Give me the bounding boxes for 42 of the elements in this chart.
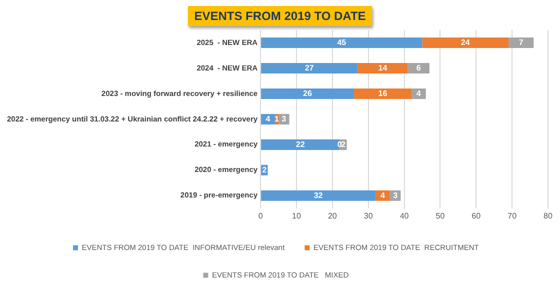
bar (422, 37, 508, 48)
data-label: 32 (314, 190, 324, 200)
chart-title: EVENTS FROM 2019 TO DATE (188, 6, 372, 26)
data-label: 24 (460, 38, 470, 47)
data-label: 14 (378, 63, 388, 72)
x-tick-label: 20 (328, 211, 338, 220)
x-tick-label: 40 (400, 211, 410, 220)
data-label: 26 (303, 88, 313, 98)
data-label: 27 (304, 63, 314, 72)
data-label: 0 (337, 140, 342, 149)
bar (261, 62, 358, 74)
bar (408, 62, 430, 74)
bar (261, 37, 422, 48)
bar (411, 88, 426, 99)
bar (358, 62, 408, 74)
data-label: 3 (282, 114, 287, 124)
bar (508, 37, 534, 48)
bar (261, 88, 354, 99)
x-tick-label: 0 (258, 211, 264, 220)
data-label: 22 (296, 140, 306, 149)
data-label: 4 (416, 88, 422, 98)
data-label: 4 (380, 190, 386, 200)
data-label: 16 (378, 88, 388, 98)
x-tick-label: 70 (508, 211, 518, 220)
data-label: 3 (393, 190, 398, 200)
data-label: 7 (518, 38, 524, 47)
bar (376, 190, 390, 201)
data-label: 45 (337, 38, 347, 47)
x-tick-label: 10 (292, 211, 302, 220)
data-label: 2 (340, 140, 346, 149)
x-tick-label: 50 (436, 211, 446, 220)
data-label: 1 (274, 114, 280, 124)
data-label: 6 (416, 63, 422, 72)
bar (261, 114, 275, 124)
x-tick-label: 30 (364, 211, 374, 220)
x-tick-label: 80 (544, 211, 553, 220)
x-tick-label: 60 (472, 211, 482, 220)
bar (261, 139, 340, 150)
data-label: 4 (266, 114, 271, 124)
data-label: 2 (262, 165, 268, 174)
bar (354, 88, 412, 99)
bar (261, 190, 376, 201)
